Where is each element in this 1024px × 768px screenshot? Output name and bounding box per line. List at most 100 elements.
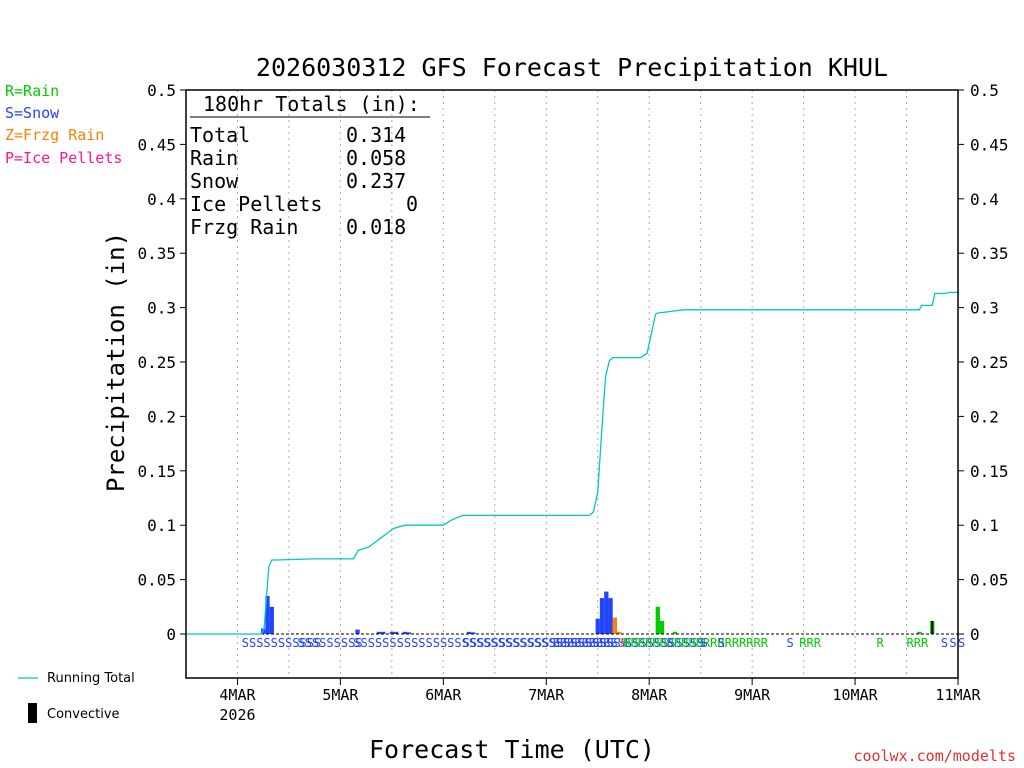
ptype-code-snow: S <box>941 636 948 650</box>
x-tick-label: 11MAR <box>935 686 981 704</box>
x-tick-label: 7MAR <box>528 686 565 704</box>
totals-heading: 180hr Totals (in): <box>203 92 420 116</box>
y-tick-label-left: 0.05 <box>137 571 176 590</box>
x-tick-label: 9MAR <box>734 686 771 704</box>
ptype-code-snow: S <box>666 636 673 650</box>
y-tick-label-right: 0.25 <box>970 353 1009 372</box>
running-total-legend-label: Running Total <box>47 671 135 686</box>
precip-bar-snow <box>376 631 382 634</box>
y-axis-label: Precipitation (in) <box>102 232 130 492</box>
ptype-legend: R=Rain S=Snow Z=Frzg Rain P=Ice Pellets <box>5 82 122 167</box>
credit-text: coolwx.com/modelts <box>853 747 1016 765</box>
totals-label-frzg: Frzg Rain <box>190 215 298 239</box>
x-tick-label: 5MAR <box>322 686 359 704</box>
y-tick-label-right: 0.3 <box>970 299 999 318</box>
ptype-code-snow: S <box>958 636 965 650</box>
y-tick-label-right: 0.1 <box>970 516 999 535</box>
precip-bar-snow <box>599 598 605 634</box>
precip-type-strip: SSSSSSSSSSSSSSSSSSSSSSSSSSSSSSSSSSSSSSSS… <box>242 636 965 650</box>
y-tick-label-left: 0.4 <box>147 190 176 209</box>
y-tick-label-right: 0.2 <box>970 407 999 426</box>
y-axis-left: 0 0.05 0.1 0.15 0.2 0.25 0.3 0.35 0.4 0.45 0.5 <box>137 81 186 644</box>
totals-value-snow: 0.237 <box>346 169 406 193</box>
ptype-code-frzg: Z <box>619 636 626 650</box>
totals-label-snow: Snow <box>190 169 239 193</box>
convective-legend-label: Convective <box>47 707 120 722</box>
y-tick-label-left: 0.1 <box>147 516 176 535</box>
precip-bar-snow <box>389 631 395 634</box>
running-total-line <box>186 291 958 635</box>
precip-bar-rain <box>917 631 922 634</box>
convective-legend-swatch <box>28 703 37 723</box>
precip-bar-snow <box>595 618 600 634</box>
ptype-code-snow: S <box>718 636 725 650</box>
precip-bar-frzg <box>617 631 622 634</box>
ptype-code-rain: RRRRRRRRRRRRRRRRRRRR <box>623 636 768 650</box>
chart-gridlines <box>236 90 908 678</box>
ptype-code-snow: S <box>701 636 708 650</box>
precip-bar-snow <box>269 606 274 634</box>
y-tick-label-left: 0.2 <box>147 407 176 426</box>
precip-bar-frzg <box>612 617 618 634</box>
totals-label-total: Total <box>190 123 250 147</box>
plot-frame <box>185 89 959 679</box>
y-axis-right: 0 0.05 0.1 0.15 0.2 0.25 0.3 0.35 0.4 0.45 0.5 <box>958 81 1009 644</box>
convective-bar <box>931 620 934 634</box>
y-tick-label-right: 0.15 <box>970 462 1009 481</box>
totals-label-ice: Ice Pellets <box>190 192 322 216</box>
y-tick-label-left: 0.5 <box>147 81 176 100</box>
legend-rain: R=Rain <box>5 82 59 100</box>
precip-bar-snow <box>265 595 270 634</box>
y-tick-label-left: 0.45 <box>137 135 176 154</box>
y-tick-label-right: 0.5 <box>970 81 999 100</box>
totals-value-ice: 0 <box>406 192 418 216</box>
y-tick-label-right: 0 <box>970 625 980 644</box>
x-tick-label: 10MAR <box>832 686 878 704</box>
ptype-code-snow: SSSSSSSSS <box>298 636 363 650</box>
precip-bar-snow <box>381 631 386 634</box>
y-tick-label-left: 0 <box>166 625 176 644</box>
ptype-code-snow: SSSSSSSSSSS <box>242 636 321 650</box>
ptype-code-rain: RRR <box>907 636 929 650</box>
y-tick-label-right: 0.05 <box>970 571 1009 590</box>
totals-value-total: 0.314 <box>346 123 406 147</box>
series-legend: Running Total Convective <box>18 671 135 723</box>
y-tick-label-left: 0.3 <box>147 299 176 318</box>
ptype-code-rain: RRR <box>799 636 821 650</box>
precip-bar-snow <box>394 631 399 634</box>
totals-value-rain: 0.058 <box>346 146 406 170</box>
y-tick-label-left: 0.35 <box>137 244 176 263</box>
x-tick-sublabel: 2026 <box>219 706 255 724</box>
precip-bar-rain <box>655 606 660 634</box>
y-tick-label-left: 0.25 <box>137 353 176 372</box>
x-tick-label: 6MAR <box>425 686 462 704</box>
x-axis: 4MAR 2026 5MAR 6MAR 7MAR 8MAR 9MAR 10MAR 11MAR <box>219 678 982 724</box>
precip-bar-snow <box>608 598 613 634</box>
totals-label-rain: Rain <box>190 146 238 170</box>
precip-bar-rain <box>659 620 665 634</box>
precip-bar-snow <box>406 632 412 634</box>
ptype-code-snow: SSSSSSSSSSSSSSSSSSSSS <box>463 636 615 650</box>
ptype-code-snow: SSSSSSSSSSSSSSSSSSSSS <box>553 636 705 650</box>
totals-box: 180hr Totals (in): Total 0.314 Rain 0.05… <box>190 92 430 239</box>
precip-bar-snow <box>355 629 360 634</box>
precip-bars <box>261 591 935 634</box>
legend-frzg: Z=Frzg Rain <box>5 126 104 144</box>
x-axis-label: Forecast Time (UTC) <box>369 735 655 764</box>
ptype-code-snow: S <box>786 636 793 650</box>
legend-snow: S=Snow <box>5 104 60 122</box>
ptype-code-snow: S <box>949 636 956 650</box>
y-tick-label-right: 0.45 <box>970 135 1009 154</box>
x-tick-label: 4MAR <box>219 686 256 704</box>
y-tick-label-right: 0.4 <box>970 190 999 209</box>
y-tick-label-left: 0.15 <box>137 462 176 481</box>
precip-bar-snow <box>604 591 609 634</box>
ptype-code-snow: SSSSSSSSSSSSSSSSSSSSSSSSSSSSSSSSSSSSSS <box>353 636 628 650</box>
ptype-code-rain: R <box>877 636 885 650</box>
precip-bar-rain <box>672 631 678 634</box>
x-tick-label: 8MAR <box>631 686 668 704</box>
precip-bar-snow <box>471 632 476 634</box>
legend-ice: P=Ice Pellets <box>5 149 122 167</box>
precip-bar-snow <box>466 631 472 634</box>
